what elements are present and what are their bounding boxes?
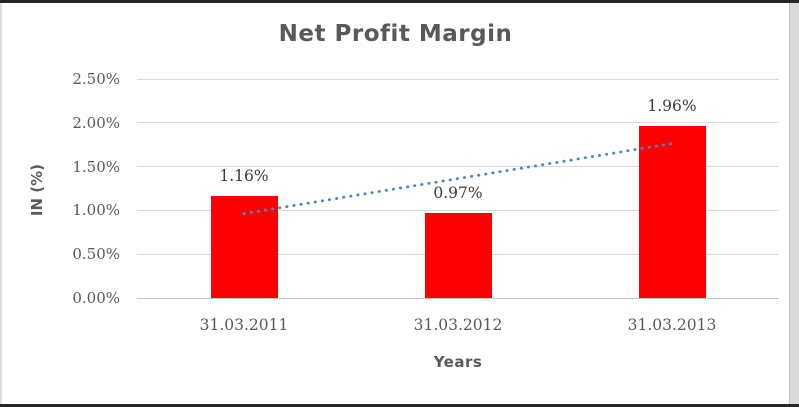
y-gridline: [137, 209, 779, 211]
x-category-label: 31.03.2013: [627, 316, 717, 334]
x-category-label: 31.03.2011: [199, 316, 289, 334]
data-label: 1.16%: [219, 167, 269, 186]
bar-31.03.2013: [638, 126, 706, 298]
x-axis-title: Years: [433, 353, 483, 371]
y-tick-label: 1.50%: [72, 157, 120, 176]
y-gridline: [137, 78, 779, 80]
y-gridline: [137, 166, 779, 168]
y-tick-label: 2.00%: [72, 113, 120, 132]
x-category-label: 31.03.2012: [413, 316, 503, 334]
chart-canvas: Net Profit Margin IN (%) 0.00% 0.50% 1.00%…: [1, 3, 790, 404]
bar-31.03.2012: [424, 213, 492, 298]
data-label: 1.96%: [647, 97, 697, 116]
y-tick-label: 1.00%: [72, 201, 120, 220]
y-tick-label: 2.50%: [72, 70, 120, 88]
trendline: [242, 142, 674, 216]
y-tick-label: 0.50%: [72, 245, 120, 264]
y-gridline: [137, 297, 779, 299]
y-gridline: [137, 122, 779, 124]
y-tick-label: 0.00%: [72, 289, 120, 307]
y-axis-title: IN (%): [28, 163, 46, 217]
chart-title: Net Profit Margin: [278, 21, 513, 47]
data-label: 0.97%: [433, 184, 483, 203]
